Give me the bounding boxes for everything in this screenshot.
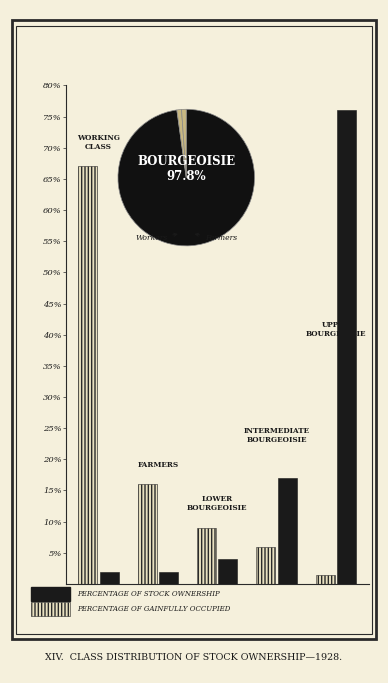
- Text: PERCENTAGE OF GAINFULLY OCCUPIED: PERCENTAGE OF GAINFULLY OCCUPIED: [78, 605, 231, 613]
- Text: UPPER
BOURGEOISIE: UPPER BOURGEOISIE: [306, 320, 366, 338]
- Bar: [278, 478, 297, 584]
- Bar: [316, 574, 335, 584]
- Wedge shape: [118, 109, 255, 246]
- Wedge shape: [182, 109, 186, 178]
- Bar: [337, 110, 356, 584]
- Bar: [159, 572, 178, 584]
- Text: XIV.  CLASS DISTRIBUTION OF STOCK OWNERSHIP—1928.: XIV. CLASS DISTRIBUTION OF STOCK OWNERSH…: [45, 652, 343, 662]
- Text: Workers: Workers: [135, 233, 177, 242]
- Bar: [218, 559, 237, 584]
- Bar: [256, 546, 275, 584]
- Text: LOWER
BOURGEOISIE: LOWER BOURGEOISIE: [187, 495, 248, 512]
- Text: FARMERS: FARMERS: [137, 460, 178, 469]
- Bar: [31, 602, 70, 616]
- Text: PERCENTAGE OF STOCK OWNERSHIP: PERCENTAGE OF STOCK OWNERSHIP: [78, 590, 220, 598]
- Bar: [16, 26, 372, 634]
- Text: INTERMEDIATE
BOURGEOISIE: INTERMEDIATE BOURGEOISIE: [244, 427, 310, 444]
- Text: Farmers: Farmers: [196, 233, 237, 242]
- Bar: [138, 484, 157, 584]
- Bar: [197, 528, 216, 584]
- Bar: [78, 167, 97, 584]
- Text: WORKING
CLASS: WORKING CLASS: [77, 134, 120, 151]
- Bar: [100, 572, 119, 584]
- Bar: [31, 587, 70, 601]
- Wedge shape: [177, 109, 186, 178]
- Text: BOURGEOISIE
97.8%: BOURGEOISIE 97.8%: [137, 156, 235, 183]
